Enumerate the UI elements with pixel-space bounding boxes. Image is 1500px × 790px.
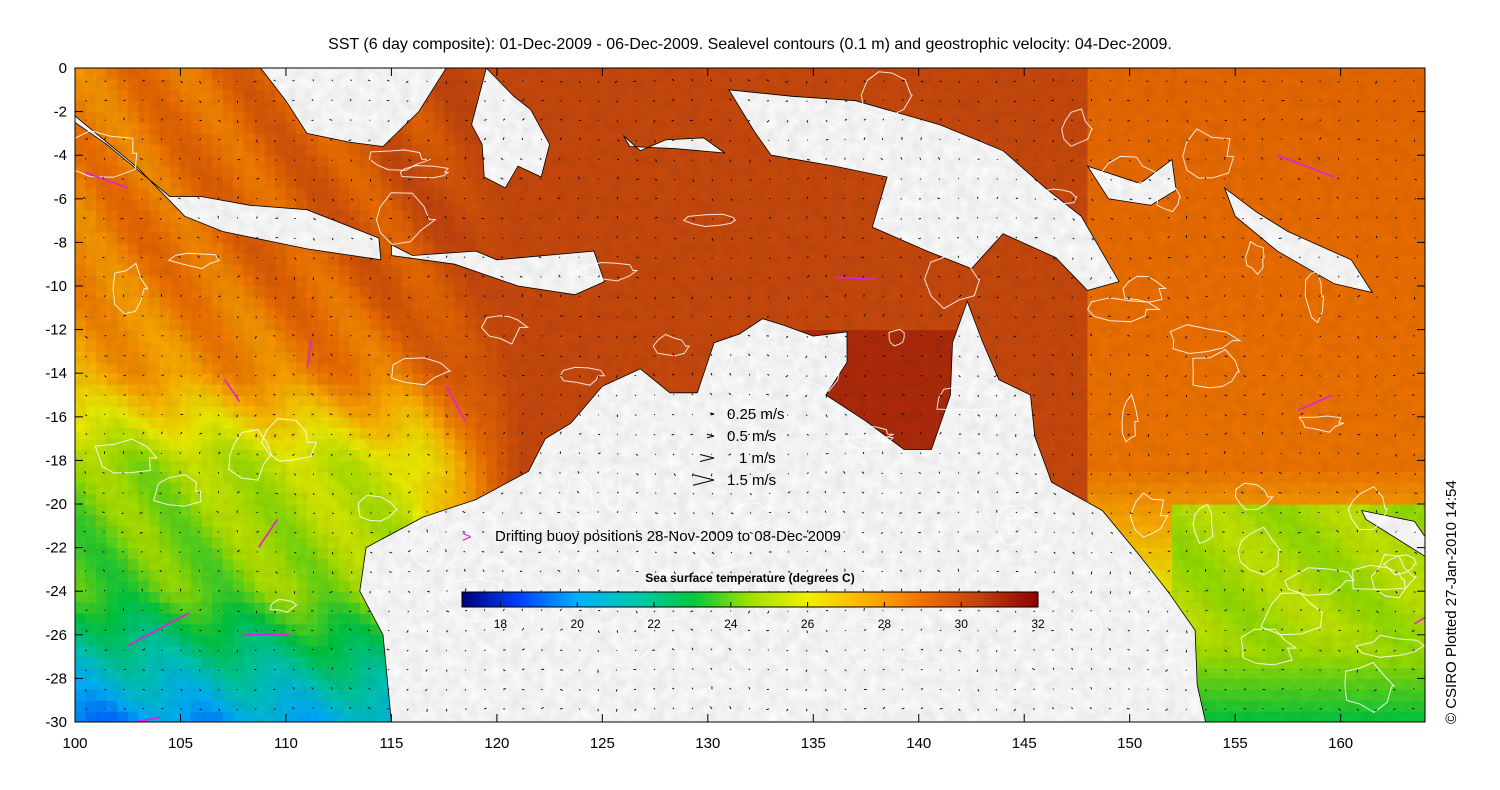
map-title: SST (6 day composite): 01-Dec-2009 - 06-…	[328, 36, 1172, 53]
